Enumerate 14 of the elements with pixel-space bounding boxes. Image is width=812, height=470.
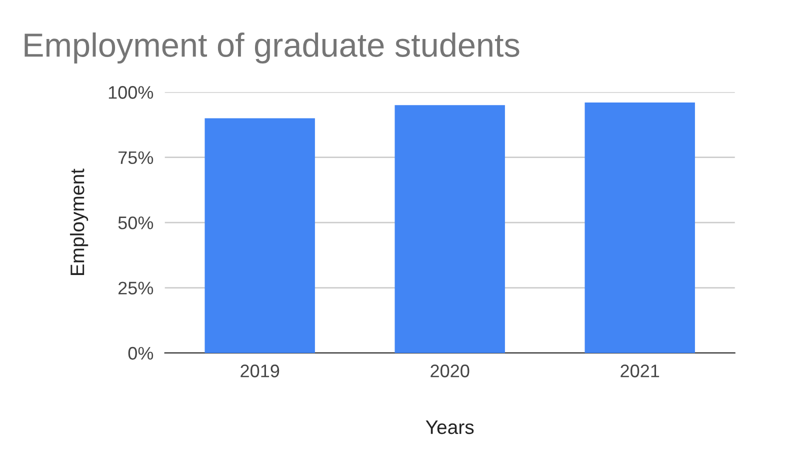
y-tick-label: 75% <box>118 151 154 164</box>
y-tick-label: 25% <box>118 282 154 294</box>
y-tick-label: 50% <box>118 216 154 230</box>
x-tick-label: 2021 <box>620 364 660 378</box>
bar <box>394 105 505 353</box>
chart-title: Employment of graduate students <box>24 32 520 64</box>
y-tick-label: 100% <box>108 86 154 99</box>
bar <box>204 118 315 353</box>
y-axis-title: Employment <box>70 168 88 275</box>
x-axis-title: Years <box>426 420 474 434</box>
x-tick-label: 2020 <box>430 364 470 378</box>
x-tick-label: 2019 <box>240 364 280 378</box>
y-tick-label: 0% <box>128 346 154 360</box>
bar <box>584 102 695 353</box>
